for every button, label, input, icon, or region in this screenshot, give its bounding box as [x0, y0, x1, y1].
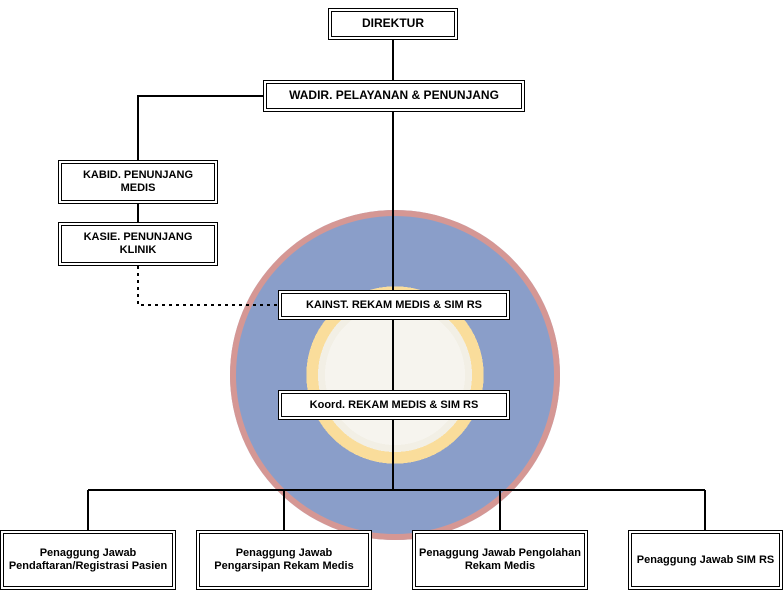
- node-kabid: KABID. PENUNJANG MEDIS: [58, 160, 218, 204]
- node-label: DIREKTUR: [362, 17, 424, 31]
- node-pj2: Penaggung Jawab Pengarsipan Rekam Medis: [196, 530, 372, 590]
- node-label: WADIR. PELAYANAN & PENUNJANG: [289, 89, 499, 103]
- node-label: Penaggung Jawab Pendaftaran/Registrasi P…: [7, 547, 169, 572]
- node-label: Penaggung Jawab Pengarsipan Rekam Medis: [203, 547, 365, 572]
- node-pj4: Penaggung Jawab SIM RS: [628, 530, 783, 590]
- node-pj1: Penaggung Jawab Pendaftaran/Registrasi P…: [0, 530, 176, 590]
- node-koord: Koord. REKAM MEDIS & SIM RS: [278, 390, 510, 420]
- node-label: Penaggung Jawab Pengolahan Rekam Medis: [419, 547, 581, 572]
- node-label: KASIE. PENUNJANG KLINIK: [65, 231, 211, 256]
- node-label: Penaggung Jawab SIM RS: [637, 554, 775, 567]
- node-direktur: DIREKTUR: [328, 8, 458, 40]
- node-label: KABID. PENUNJANG MEDIS: [65, 169, 211, 194]
- node-kasie: KASIE. PENUNJANG KLINIK: [58, 222, 218, 266]
- node-pj3: Penaggung Jawab Pengolahan Rekam Medis: [412, 530, 588, 590]
- watermark-seal: [230, 210, 560, 540]
- node-wadir: WADIR. PELAYANAN & PENUNJANG: [263, 80, 525, 112]
- node-label: KAINST. REKAM MEDIS & SIM RS: [306, 299, 482, 312]
- node-kainst: KAINST. REKAM MEDIS & SIM RS: [278, 290, 510, 320]
- node-label: Koord. REKAM MEDIS & SIM RS: [310, 399, 479, 412]
